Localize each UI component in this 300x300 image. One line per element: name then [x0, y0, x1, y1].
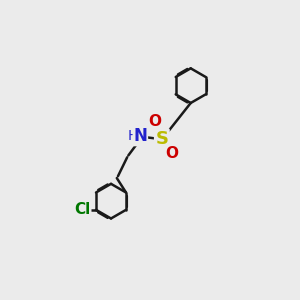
Text: Cl: Cl [74, 202, 90, 217]
Text: O: O [166, 146, 179, 161]
Text: S: S [155, 130, 168, 148]
Text: H: H [128, 130, 138, 143]
Text: N: N [134, 128, 147, 146]
Text: O: O [148, 114, 161, 129]
